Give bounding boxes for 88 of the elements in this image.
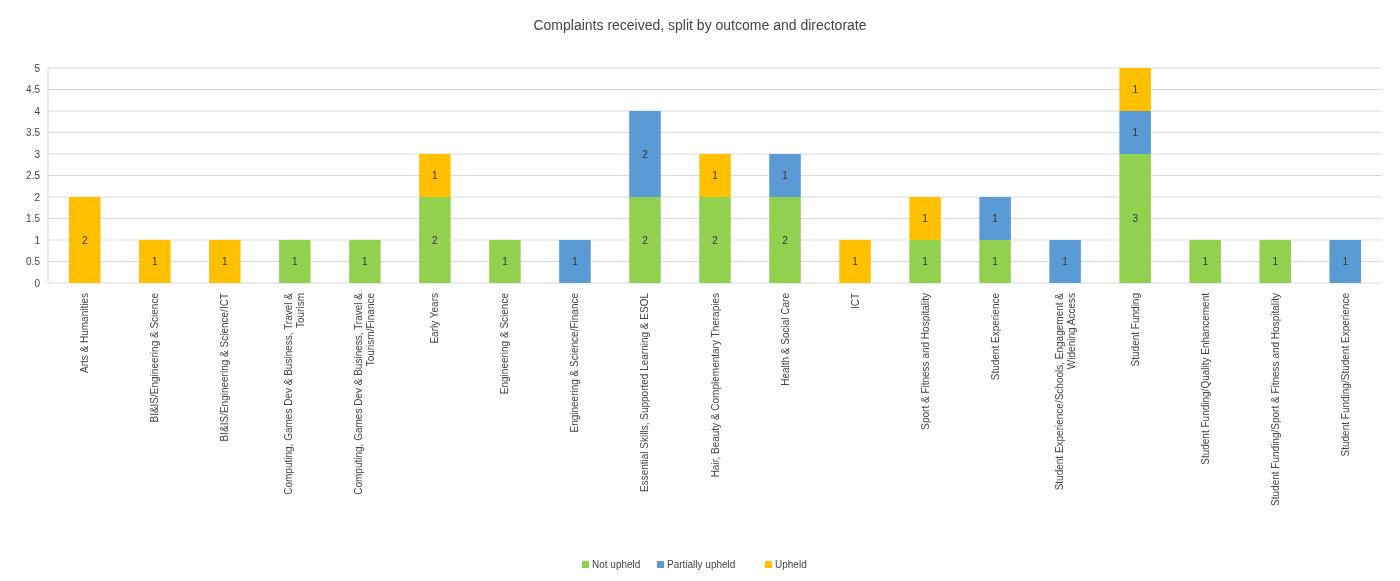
data-label: 1 bbox=[1132, 127, 1139, 138]
y-tick-label: 2.5 bbox=[26, 170, 41, 181]
data-label: 1 bbox=[782, 170, 789, 181]
y-tick-label: 4.5 bbox=[26, 84, 41, 95]
bar bbox=[699, 154, 731, 197]
data-label: 1 bbox=[1272, 256, 1279, 267]
bar bbox=[489, 240, 521, 283]
data-label: 1 bbox=[852, 256, 859, 267]
bar bbox=[139, 240, 171, 283]
bar bbox=[1259, 240, 1291, 283]
bar bbox=[349, 240, 381, 283]
data-label: 1 bbox=[292, 256, 299, 267]
data-label: 1 bbox=[1342, 256, 1349, 267]
y-tick-label: 0.5 bbox=[26, 256, 41, 267]
bar bbox=[559, 240, 591, 283]
legend-label: Not upheld bbox=[592, 559, 641, 570]
data-label: 2 bbox=[432, 234, 439, 246]
data-label: 2 bbox=[712, 234, 719, 246]
bar bbox=[1189, 240, 1221, 283]
data-label: 1 bbox=[1202, 256, 1209, 267]
x-tick-label: Early Years bbox=[429, 293, 441, 344]
x-tick-label: Sport & Fitness and Hospitality bbox=[919, 293, 931, 430]
x-tick-label: Essential Skills, Supported Learning & ESOL bbox=[639, 292, 651, 492]
data-label: 3 bbox=[1132, 213, 1139, 224]
y-tick-label: 2 bbox=[34, 191, 41, 203]
bar bbox=[1049, 240, 1081, 283]
bar bbox=[419, 154, 451, 197]
bar bbox=[419, 197, 451, 283]
y-tick-label: 3.5 bbox=[26, 127, 41, 138]
bar bbox=[699, 197, 731, 283]
bar bbox=[279, 240, 311, 283]
bar bbox=[69, 197, 101, 283]
y-tick-label: 5 bbox=[34, 62, 41, 74]
x-tick-label: Computing, Games Dev & Business, Travel & Tourism/Finance bbox=[353, 292, 377, 495]
bar bbox=[1119, 68, 1151, 111]
x-tick-label: Student Funding bbox=[1129, 293, 1141, 367]
data-label: 1 bbox=[152, 256, 159, 267]
y-tick-label: 3 bbox=[34, 148, 41, 160]
bar bbox=[1119, 111, 1151, 154]
x-tick-label: BI&IS/Engineering & Science/ICT bbox=[219, 293, 231, 442]
y-tick-label: 1.5 bbox=[26, 213, 41, 224]
data-label: 2 bbox=[642, 148, 649, 160]
bar bbox=[979, 240, 1011, 283]
y-tick-label: 4 bbox=[34, 105, 41, 117]
data-label: 1 bbox=[502, 256, 509, 267]
data-label: 2 bbox=[782, 234, 789, 246]
x-tick-label: Student Experience/Schools, Engagement & Widening Access bbox=[1053, 292, 1077, 491]
data-label: 1 bbox=[432, 170, 439, 181]
chart-title: Complaints received, split by outcome and directorate bbox=[533, 17, 867, 33]
x-tick-label: Student Funding/Student Experience bbox=[1339, 292, 1351, 457]
x-tick-label: Engineering & Science/Finance bbox=[569, 292, 581, 433]
x-tick-label: Health & Social Care bbox=[779, 292, 791, 386]
data-label: 1 bbox=[362, 256, 369, 267]
x-tick-label: Engineering & Science bbox=[499, 292, 511, 395]
x-tick-label: BI&IS/Engineering & Science bbox=[149, 292, 161, 423]
bar bbox=[629, 197, 661, 283]
x-tick-label: Hair, Beauty & Complementary Therapies bbox=[709, 293, 721, 478]
x-tick-label: ICT bbox=[849, 293, 861, 310]
data-label: 1 bbox=[922, 213, 929, 224]
data-label: 1 bbox=[992, 213, 999, 224]
bar bbox=[629, 111, 661, 197]
bar bbox=[209, 240, 241, 283]
bar bbox=[839, 240, 871, 283]
x-tick-label: Arts & Humanities bbox=[79, 293, 91, 374]
bar bbox=[769, 154, 801, 197]
data-label: 1 bbox=[712, 170, 719, 181]
legend-label: Partially upheld bbox=[667, 559, 736, 570]
data-label: 1 bbox=[1062, 256, 1069, 267]
y-tick-label: 0 bbox=[34, 277, 41, 289]
bar bbox=[979, 197, 1011, 240]
data-label: 2 bbox=[81, 234, 88, 246]
bar bbox=[909, 197, 941, 240]
data-label: 2 bbox=[642, 234, 649, 246]
x-tick-label: Student Funding/Sport & Fitness and Hospitality bbox=[1269, 293, 1281, 506]
data-label: 1 bbox=[572, 256, 579, 267]
y-tick-label: 1 bbox=[34, 234, 41, 246]
data-label: 1 bbox=[992, 256, 999, 267]
x-tick-label: Student Experience bbox=[989, 292, 1001, 381]
bar bbox=[909, 240, 941, 283]
x-tick-label: Student Funding/Quality Enhancement bbox=[1199, 292, 1211, 465]
legend-label: Upheld bbox=[775, 559, 807, 570]
bar bbox=[769, 197, 801, 283]
data-label: 1 bbox=[1132, 84, 1139, 95]
bar bbox=[1329, 240, 1361, 283]
x-tick-label: Computing, Games Dev & Business, Travel & Tourism bbox=[283, 292, 307, 495]
bar bbox=[1119, 154, 1151, 283]
data-label: 1 bbox=[922, 256, 929, 267]
data-label: 1 bbox=[222, 256, 229, 267]
